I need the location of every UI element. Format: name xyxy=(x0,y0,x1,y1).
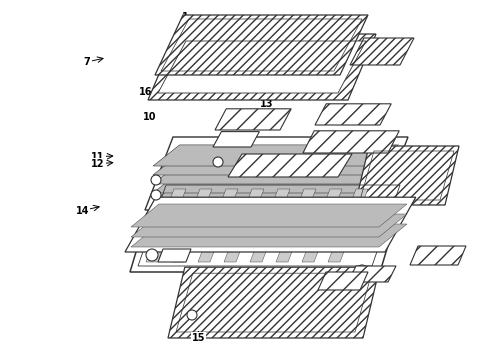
Polygon shape xyxy=(348,266,396,282)
Polygon shape xyxy=(224,189,264,262)
Polygon shape xyxy=(213,132,259,147)
Text: 16: 16 xyxy=(139,87,153,97)
Text: 4: 4 xyxy=(340,212,346,222)
Circle shape xyxy=(213,157,223,167)
Polygon shape xyxy=(168,267,380,338)
Polygon shape xyxy=(410,246,466,265)
Text: 6: 6 xyxy=(265,84,272,94)
Circle shape xyxy=(151,190,161,200)
Polygon shape xyxy=(155,15,368,75)
Polygon shape xyxy=(198,189,238,262)
Polygon shape xyxy=(355,146,459,205)
Text: 5: 5 xyxy=(314,158,321,168)
Polygon shape xyxy=(125,197,416,252)
Polygon shape xyxy=(146,189,186,262)
Polygon shape xyxy=(350,38,414,65)
Polygon shape xyxy=(130,179,408,272)
Text: 15: 15 xyxy=(192,333,205,343)
Polygon shape xyxy=(131,224,407,247)
Polygon shape xyxy=(153,154,398,175)
Text: 3: 3 xyxy=(226,227,233,237)
Text: 2: 2 xyxy=(275,212,282,222)
Polygon shape xyxy=(172,189,212,262)
Text: 14: 14 xyxy=(75,206,89,216)
Text: 12: 12 xyxy=(91,159,105,169)
Polygon shape xyxy=(250,189,290,262)
Circle shape xyxy=(151,175,161,185)
Polygon shape xyxy=(158,41,366,93)
Polygon shape xyxy=(131,214,407,237)
Polygon shape xyxy=(153,181,398,202)
Text: 10: 10 xyxy=(143,112,156,122)
Polygon shape xyxy=(318,272,368,290)
Polygon shape xyxy=(158,249,191,262)
Text: 13: 13 xyxy=(260,99,274,109)
Text: 8: 8 xyxy=(276,15,283,25)
Polygon shape xyxy=(328,189,368,262)
Polygon shape xyxy=(215,109,291,130)
Polygon shape xyxy=(145,137,408,210)
Circle shape xyxy=(357,265,367,275)
Polygon shape xyxy=(153,163,398,184)
Text: 7: 7 xyxy=(84,57,91,67)
Text: 9: 9 xyxy=(158,73,165,84)
Polygon shape xyxy=(276,189,316,262)
Circle shape xyxy=(187,310,197,320)
Polygon shape xyxy=(131,204,407,227)
Text: 11: 11 xyxy=(91,152,105,162)
Polygon shape xyxy=(148,34,376,100)
Polygon shape xyxy=(153,172,398,193)
Polygon shape xyxy=(228,154,352,177)
Polygon shape xyxy=(303,131,399,153)
Polygon shape xyxy=(153,145,398,166)
Polygon shape xyxy=(302,189,342,262)
Circle shape xyxy=(146,249,158,261)
Text: 1: 1 xyxy=(182,12,189,22)
Polygon shape xyxy=(315,104,391,125)
